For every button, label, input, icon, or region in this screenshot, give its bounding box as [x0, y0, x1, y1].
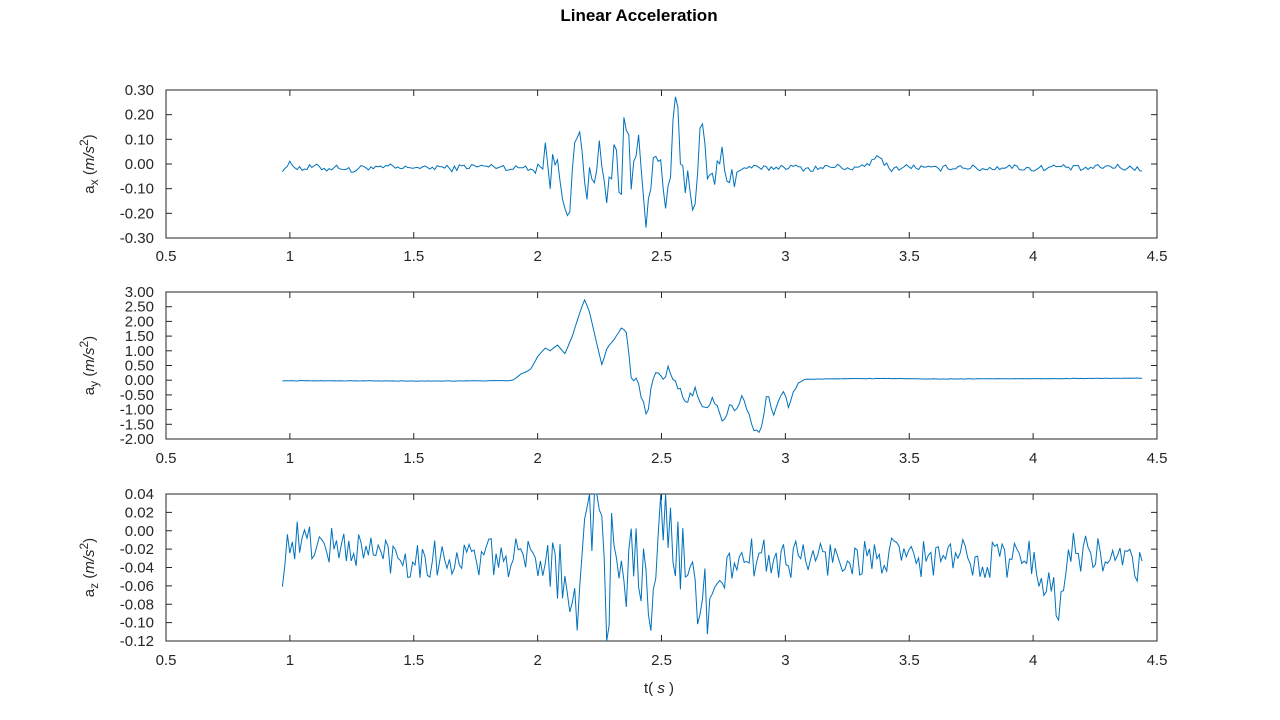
- y-axis-label-part: a: [81, 185, 98, 194]
- x-tick-label: 0.5: [156, 652, 177, 669]
- series-line-y: [282, 298, 1143, 434]
- x-tick-label: 0.5: [156, 450, 177, 467]
- x-tick-label: 1: [286, 450, 294, 467]
- x-tick-label: 1: [286, 248, 294, 265]
- y-tick-label: 0.50: [125, 358, 154, 375]
- y-tick-label: 0.02: [125, 504, 154, 521]
- y-axis-label-part: ): [81, 538, 98, 543]
- y-tick-label: 2.00: [125, 313, 154, 330]
- y-tick-label: -0.04: [120, 560, 154, 577]
- x-tick-label: 1: [286, 652, 294, 669]
- x-tick-label: 0.5: [156, 248, 177, 265]
- y-tick-label: -2.00: [120, 431, 154, 448]
- x-tick-label: 2: [533, 450, 541, 467]
- subplot-z: 0.5 1 1.5 2 2.5 3 3.5 4 4.5-0.12-0.10-0.08-0.06-…: [77, 486, 1167, 669]
- y-tick-label: 0.10: [125, 131, 154, 148]
- x-tick-label: 2.5: [651, 248, 672, 265]
- y-axis-label-part: y: [87, 381, 101, 387]
- x-tick-label: 4.5: [1147, 652, 1168, 669]
- y-tick-label: -1.50: [120, 416, 154, 433]
- y-tick-label: 2.50: [125, 299, 154, 316]
- y-tick-label: -0.10: [120, 181, 154, 198]
- y-axis-label-part: 2: [77, 341, 91, 348]
- y-tick-label: 0.04: [125, 486, 154, 503]
- y-tick-label: -0.02: [120, 541, 154, 558]
- y-axis-label-part: (: [81, 372, 98, 381]
- y-tick-label: -0.20: [120, 205, 154, 222]
- series-line-x: [281, 96, 1143, 228]
- y-tick-label: -0.30: [120, 230, 154, 247]
- y-tick-label: 3.00: [125, 284, 154, 301]
- y-tick-label: -0.12: [120, 633, 154, 650]
- x-axis-label-close: ): [665, 680, 674, 697]
- x-tick-label: 1.5: [403, 248, 424, 265]
- x-tick-label: 3.5: [899, 248, 920, 265]
- series-line-z: [281, 493, 1143, 642]
- figure-title: Linear Acceleration: [560, 6, 717, 25]
- y-tick-label: 1.50: [125, 328, 154, 345]
- x-tick-label: 3: [781, 450, 789, 467]
- y-tick-label: 0.00: [125, 156, 154, 173]
- y-axis-label-part: a: [81, 386, 98, 395]
- subplot-y: 0.5 1 1.5 2 2.5 3 3.5 4 4.5-2.00-1.50-1.00-0.500…: [77, 284, 1167, 467]
- y-axis-label-part: m/s: [81, 549, 98, 574]
- y-axis-label-part: x: [87, 179, 101, 185]
- y-tick-label: -1.00: [120, 402, 154, 419]
- y-tick-label: -0.08: [120, 596, 154, 613]
- x-tick-label: 4.5: [1147, 248, 1168, 265]
- x-tick-label: 3: [781, 248, 789, 265]
- y-axis-label-part: 2: [77, 139, 91, 146]
- x-tick-label: 3.5: [899, 450, 920, 467]
- x-tick-label: 1.5: [403, 450, 424, 467]
- x-tick-label: 1.5: [403, 652, 424, 669]
- y-axis-label-part: m/s: [81, 347, 98, 372]
- x-axis-label-unit: s: [657, 680, 665, 697]
- y-axis-label-part: a: [81, 588, 98, 597]
- x-tick-label: 3: [781, 652, 789, 669]
- y-tick-label: 1.00: [125, 343, 154, 360]
- y-axis-label-part: ): [81, 134, 98, 139]
- x-tick-label: 3.5: [899, 652, 920, 669]
- x-tick-label: 2.5: [651, 652, 672, 669]
- y-tick-label: 0.00: [125, 523, 154, 540]
- x-tick-label: 4: [1029, 450, 1037, 467]
- y-tick-label: -0.50: [120, 387, 154, 404]
- axes-frame-y: [165, 291, 1158, 440]
- y-axis-label-part: (: [81, 170, 98, 179]
- y-axis-label-z: az (m/s2): [77, 538, 101, 597]
- y-axis-label-y: ay (m/s2): [77, 336, 101, 395]
- y-axis-label-part: (: [81, 574, 98, 583]
- y-tick-label: -0.06: [120, 578, 154, 595]
- y-tick-label: 0.20: [125, 107, 154, 124]
- x-tick-label: 4.5: [1147, 450, 1168, 467]
- y-axis-label-part: 2: [77, 543, 91, 550]
- y-axis-label-x: ax (m/s2): [77, 134, 101, 193]
- x-axis-label: t( s ): [644, 680, 674, 697]
- subplot-x: 0.5 1 1.5 2 2.5 3 3.5 4 4.5 -0.30 -0.20 -0.10 0.00 0.…: [77, 82, 1167, 265]
- x-axis-label-main: t(: [644, 680, 657, 697]
- x-tick-label: 2: [533, 248, 541, 265]
- x-tick-label: 4: [1029, 652, 1037, 669]
- y-tick-label: -0.10: [120, 615, 154, 632]
- y-axis-label-part: m/s: [81, 146, 98, 171]
- x-tick-label: 4: [1029, 248, 1037, 265]
- y-axis-label-part: z: [87, 583, 101, 589]
- x-tick-label: 2: [533, 652, 541, 669]
- x-tick-label: 2.5: [651, 450, 672, 467]
- y-tick-label: 0.00: [125, 372, 154, 389]
- y-tick-label: 0.30: [125, 82, 154, 99]
- y-axis-label-part: ): [81, 336, 98, 341]
